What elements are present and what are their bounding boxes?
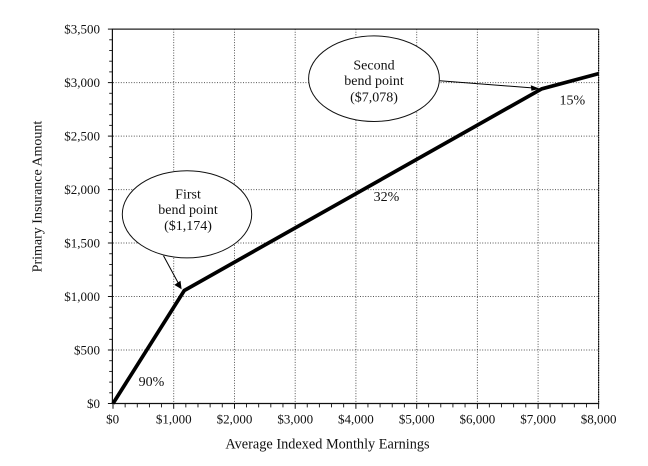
svg-text:Average Indexed Monthly Earnin: Average Indexed Monthly Earnings (225, 437, 430, 453)
svg-text:$1,000: $1,000 (64, 289, 100, 304)
svg-text:$5,000: $5,000 (399, 412, 435, 427)
svg-text:$2,500: $2,500 (64, 129, 100, 144)
svg-text:$1,000: $1,000 (156, 412, 192, 427)
svg-text:$3,500: $3,500 (64, 22, 100, 37)
svg-text:$4,000: $4,000 (338, 412, 374, 427)
svg-text:15%: 15% (560, 94, 586, 109)
svg-text:($7,078): ($7,078) (350, 90, 398, 105)
svg-text:$500: $500 (74, 343, 100, 358)
svg-text:90%: 90% (139, 375, 165, 390)
svg-text:First: First (175, 187, 201, 202)
svg-text:32%: 32% (374, 190, 400, 205)
svg-text:$2,000: $2,000 (64, 182, 100, 197)
svg-text:bend point: bend point (158, 203, 218, 218)
svg-text:Primary Insurance Amount: Primary Insurance Amount (31, 121, 46, 273)
svg-text:bend point: bend point (344, 74, 404, 89)
svg-text:Second: Second (353, 58, 394, 73)
svg-text:$7,000: $7,000 (520, 412, 556, 427)
svg-text:$1,500: $1,500 (64, 236, 100, 251)
svg-text:$2,000: $2,000 (217, 412, 253, 427)
svg-text:$3,000: $3,000 (277, 412, 313, 427)
svg-text:$6,000: $6,000 (460, 412, 496, 427)
svg-text:$0: $0 (106, 412, 119, 427)
svg-text:$3,000: $3,000 (64, 75, 100, 90)
svg-text:($1,174): ($1,174) (164, 219, 212, 234)
svg-text:$0: $0 (87, 396, 100, 411)
svg-text:$8,000: $8,000 (581, 412, 617, 427)
